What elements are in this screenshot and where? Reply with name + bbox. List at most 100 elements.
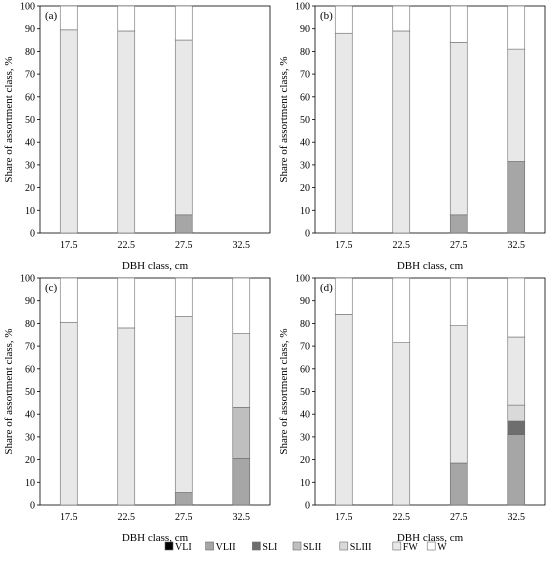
- legend-swatch-vli: [164, 541, 174, 551]
- bar-segment-fw: [449, 325, 468, 464]
- bar-segment-w: [174, 277, 193, 317]
- y-tick-label: 50: [25, 115, 35, 126]
- x-tick-label: 27.5: [450, 240, 468, 251]
- y-tick-label: 90: [300, 24, 310, 35]
- bar-segment-fw: [59, 321, 78, 506]
- y-tick-label: 30: [25, 432, 35, 443]
- bar-segment-w: [449, 5, 468, 43]
- y-tick-label: 70: [300, 342, 310, 353]
- panel-title: (c): [45, 282, 58, 294]
- y-tick-label: 80: [25, 47, 35, 58]
- y-tick-label: 90: [25, 24, 35, 35]
- bar-segment-w: [334, 5, 353, 34]
- x-tick-label: 22.5: [393, 512, 411, 523]
- bar-segment-slii: [232, 407, 251, 459]
- bar-segment-w: [59, 277, 78, 323]
- bar-segment-vlii: [449, 462, 468, 506]
- y-tick-label: 50: [300, 115, 310, 126]
- y-tick-label: 20: [300, 455, 310, 466]
- y-tick-label: 70: [25, 342, 35, 353]
- y-tick-label: 10: [300, 206, 310, 217]
- bar-segment-fw: [334, 32, 353, 234]
- y-axis-label: Share of assortment class, %: [3, 328, 15, 454]
- x-tick-label: 22.5: [118, 512, 136, 523]
- chart-panel-a: 0 10 20 30 40 50 60 70 80 90 100 17.5 22.5 27.5 32.5 (a…: [3, 2, 271, 272]
- bar-segment-vlii: [174, 214, 193, 234]
- y-tick-label: 100: [295, 2, 310, 13]
- y-tick-label: 10: [25, 206, 35, 217]
- x-axis-label: DBH class, cm: [122, 260, 189, 272]
- bar-segment-w: [507, 277, 526, 338]
- legend-label-vli: VLI: [175, 542, 192, 553]
- bar-segment-w: [392, 5, 411, 32]
- panel-title: (d): [320, 282, 333, 294]
- bar-segment-fw: [507, 336, 526, 406]
- y-tick-label: 60: [25, 92, 35, 103]
- y-tick-label: 60: [300, 364, 310, 375]
- bar-segment-w: [507, 5, 526, 50]
- chart-panel-b: 0 10 20 30 40 50 60 70 80 90 100 17.5 22.5 27.5 32.5 (b…: [278, 2, 546, 272]
- x-tick-label: 27.5: [175, 512, 193, 523]
- bar-segment-sli: [507, 420, 526, 435]
- bar-segment-w: [449, 277, 468, 326]
- legend-label-sli: SLI: [262, 542, 277, 553]
- y-tick-label: 70: [300, 70, 310, 81]
- legend-label-vlii: VLII: [216, 542, 236, 553]
- bar-segment-fw: [117, 30, 136, 234]
- legend-swatch-slii: [292, 541, 302, 551]
- y-tick-label: 10: [25, 478, 35, 489]
- legend-label-slii: SLII: [303, 542, 321, 553]
- y-tick-label: 100: [20, 2, 35, 13]
- legend-swatch-fw: [392, 541, 402, 551]
- bar-segment-w: [59, 5, 78, 31]
- y-tick-label: 90: [25, 296, 35, 307]
- y-tick-label: 20: [300, 183, 310, 194]
- y-tick-label: 40: [300, 138, 310, 149]
- legend-swatch-sli: [252, 541, 261, 551]
- x-tick-label: 32.5: [233, 240, 251, 251]
- bar-segment-vlii: [174, 492, 193, 506]
- bar-segment-vlii: [449, 214, 468, 234]
- y-tick-label: 100: [295, 274, 310, 285]
- bar-segment-w: [117, 5, 136, 32]
- bar-segment-w: [334, 277, 353, 315]
- x-axis-label: DBH class, cm: [397, 532, 464, 544]
- x-tick-label: 32.5: [508, 240, 526, 251]
- y-axis-label: Share of assortment class, %: [278, 328, 290, 454]
- bar-segment-fw: [174, 316, 193, 493]
- legend-swatch-vlii: [205, 541, 214, 551]
- legend-label-w: W: [437, 542, 447, 553]
- legend-label-sliii: SLIII: [350, 542, 372, 553]
- legend: VLI VLII SLI SLII SLIII FW W: [164, 541, 447, 553]
- y-tick-label: 20: [25, 183, 35, 194]
- legend-swatch-sliii: [339, 541, 349, 551]
- bar-segment-vlii: [232, 458, 251, 506]
- y-tick-label: 100: [20, 274, 35, 285]
- x-tick-label: 17.5: [335, 512, 353, 523]
- y-tick-label: 60: [300, 92, 310, 103]
- y-tick-label: 80: [300, 319, 310, 330]
- y-tick-label: 0: [305, 501, 310, 512]
- y-tick-label: 30: [300, 160, 310, 171]
- y-tick-label: 10: [300, 478, 310, 489]
- bar-segment-sliii: [507, 404, 526, 422]
- y-tick-label: 40: [25, 138, 35, 149]
- y-tick-label: 40: [25, 410, 35, 421]
- x-axis-label: DBH class, cm: [122, 532, 189, 544]
- bar-segment-w: [117, 277, 136, 329]
- panel-title: (b): [320, 10, 333, 22]
- bar-segment-fw: [59, 29, 78, 234]
- y-tick-label: 90: [300, 296, 310, 307]
- bar-segment-fw: [117, 327, 136, 506]
- y-tick-label: 80: [300, 47, 310, 58]
- y-tick-label: 40: [300, 410, 310, 421]
- bar-segment-fw: [507, 48, 526, 162]
- bar-segment-w: [392, 277, 411, 343]
- x-tick-label: 32.5: [508, 512, 526, 523]
- x-tick-label: 27.5: [175, 240, 193, 251]
- y-axis-label: Share of assortment class, %: [278, 56, 290, 182]
- y-tick-label: 80: [25, 319, 35, 330]
- bar-segment-fw: [449, 42, 468, 216]
- bar-segment-fw: [334, 314, 353, 506]
